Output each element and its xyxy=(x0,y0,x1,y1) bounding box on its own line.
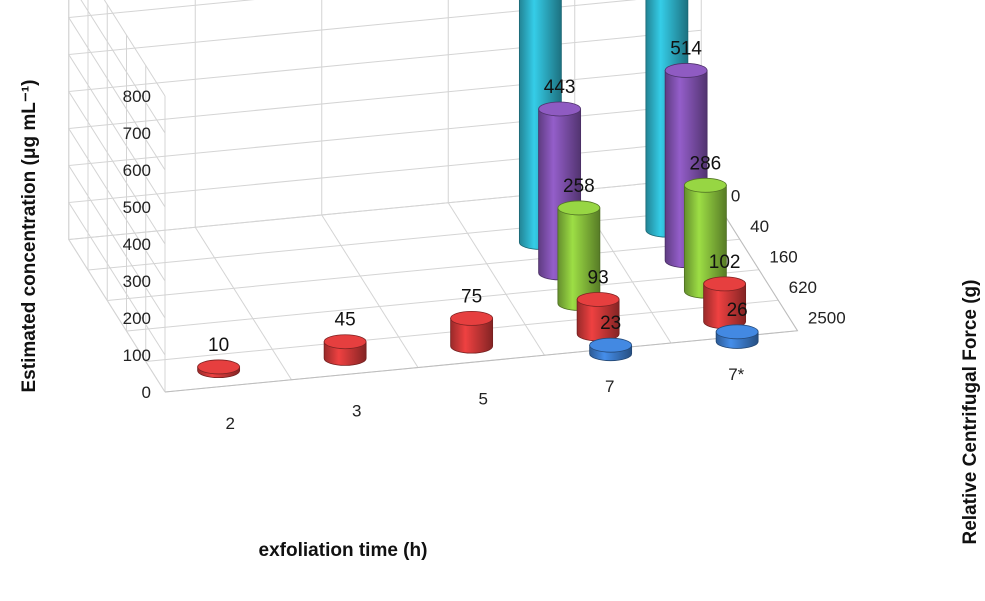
x-tick-label: 7 xyxy=(605,377,614,396)
cylinder-top xyxy=(589,337,633,353)
gridline xyxy=(67,66,702,282)
data-label: 93 xyxy=(588,267,609,288)
cylinder-top xyxy=(323,334,367,350)
cylinder-bar xyxy=(197,359,241,379)
cylinder-top xyxy=(703,276,747,292)
data-label: 45 xyxy=(335,310,356,331)
cylinder-top xyxy=(450,310,494,326)
z-tick-label: 600 xyxy=(123,161,151,180)
z-tick-label: 700 xyxy=(123,124,151,143)
cylinder-bar xyxy=(450,310,494,354)
z-tick-label: 500 xyxy=(123,198,151,217)
floor-gridline xyxy=(447,202,545,356)
data-label: 26 xyxy=(727,300,748,321)
axis-line xyxy=(164,177,799,393)
floor-gridline xyxy=(68,177,702,240)
data-label: 10 xyxy=(208,335,229,356)
floor-gridline xyxy=(321,214,419,368)
depth-tick-label: 2500 xyxy=(808,309,846,328)
tick-labels: 010020030040050060070080023577*040160620… xyxy=(123,87,846,433)
cylinder-top xyxy=(557,200,601,216)
gridline xyxy=(67,29,702,245)
cylinder-bar xyxy=(683,177,727,299)
data-label: 286 xyxy=(690,153,722,174)
cylinder-top xyxy=(715,324,759,340)
cylinder-top xyxy=(197,359,241,375)
bars xyxy=(197,0,759,379)
z-tick-label: 300 xyxy=(123,272,151,291)
x-tick-label: 7* xyxy=(728,365,744,384)
cylinder-top xyxy=(576,292,620,307)
z-tick-label: 400 xyxy=(123,235,151,254)
cylinder-bar xyxy=(589,337,633,362)
z-tick-label: 800 xyxy=(123,87,151,106)
floor-gridline xyxy=(194,226,292,381)
gridline xyxy=(103,0,166,97)
z-tick-label: 0 xyxy=(142,383,151,402)
x-tick-label: 3 xyxy=(352,402,361,421)
x-axis-title: exfoliation time (h) xyxy=(259,540,428,561)
depth-tick-label: 160 xyxy=(769,248,797,267)
cylinder-bar xyxy=(576,292,620,342)
z-tick-label: 200 xyxy=(123,309,151,328)
depth-tick-label: 620 xyxy=(789,278,817,297)
data-label: 23 xyxy=(600,313,621,334)
depth-tick-label: 40 xyxy=(750,217,769,236)
z-axis-title: Relative Centrifugal Force (g) xyxy=(960,280,981,545)
data-label: 258 xyxy=(563,176,595,197)
floor-gridline xyxy=(107,238,740,301)
floor-gridline xyxy=(68,239,166,393)
data-labels: 685763443514258286104575931022326 xyxy=(208,38,748,356)
y-axis-title: Estimated concentration (μg mL⁻¹) xyxy=(19,79,40,392)
gridline xyxy=(80,0,166,134)
cylinder-bar xyxy=(703,276,747,330)
cylinder-bar xyxy=(715,324,759,349)
floor-gridline xyxy=(87,208,721,271)
x-tick-label: 5 xyxy=(479,389,488,408)
data-label: 443 xyxy=(544,77,576,98)
cylinder-top xyxy=(683,177,727,193)
data-label: 75 xyxy=(461,286,482,307)
cylinder-bar xyxy=(323,334,367,366)
cylinder-top xyxy=(538,101,582,117)
gridline xyxy=(67,0,637,208)
z-tick-label: 100 xyxy=(123,346,151,365)
cylinder-top xyxy=(664,63,708,78)
depth-tick-label: 0 xyxy=(731,187,740,206)
floor-gridline xyxy=(126,269,760,332)
gridline xyxy=(67,0,255,171)
data-label: 514 xyxy=(670,38,702,59)
data-label: 102 xyxy=(709,252,741,273)
cylinder-body xyxy=(450,317,494,354)
x-tick-label: 2 xyxy=(226,414,235,433)
